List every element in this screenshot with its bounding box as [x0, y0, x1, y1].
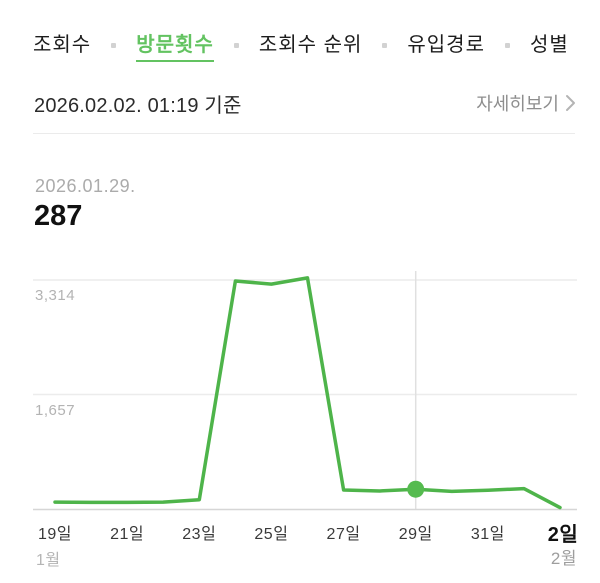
tab-inflow-path[interactable]: 유입경로	[407, 34, 485, 56]
x-tick-label-23일: 23일	[182, 526, 217, 543]
x-tick-label-19일: 19일	[37, 526, 73, 543]
tab-separator	[111, 42, 117, 48]
tab-separator	[233, 42, 239, 48]
tab-view-rank[interactable]: 조회수 순위	[258, 34, 363, 56]
tab-visit-count[interactable]: 방문횟수	[136, 28, 214, 62]
detail-link[interactable]: 자세히보기	[476, 90, 576, 116]
tab-separator	[504, 42, 510, 48]
x-tick-label-25일: 25일	[254, 526, 289, 543]
y-axis-tick-1657: 1,657	[35, 402, 76, 419]
x-tick-label-29일: 29일	[398, 526, 433, 543]
stats-tab-bar: 조회수 방문횟수 조회수 순위 유입경로 성별	[0, 28, 600, 62]
visits-series-line	[53, 276, 562, 510]
section-divider	[33, 133, 575, 134]
header-row: 2026.02.02. 01:19 기준 자세히보기	[0, 88, 600, 118]
month-label-january: 1월	[36, 552, 61, 569]
x-tick-label-27일: 27일	[326, 526, 361, 543]
selected-point-dot[interactable]	[407, 480, 425, 498]
month-label-february: 2월	[550, 549, 577, 568]
x-tick-label-2일: 2일	[547, 524, 579, 546]
x-tick-label-31일: 31일	[470, 526, 505, 543]
chevron-right-icon	[566, 95, 575, 111]
as-of-timestamp: 2026.02.02. 01:19 기준	[34, 94, 242, 117]
tab-views[interactable]: 조회수	[33, 34, 92, 56]
x-tick-label-21일: 21일	[110, 526, 145, 543]
y-axis-tick-3314: 3,314	[35, 287, 76, 304]
tab-gender[interactable]: 성별	[529, 34, 569, 56]
tab-separator	[382, 42, 388, 48]
selected-date-label: 2026.01.29.	[35, 176, 136, 196]
detail-link-label: 자세히보기	[476, 94, 559, 114]
selected-visit-count: 287	[34, 200, 83, 232]
